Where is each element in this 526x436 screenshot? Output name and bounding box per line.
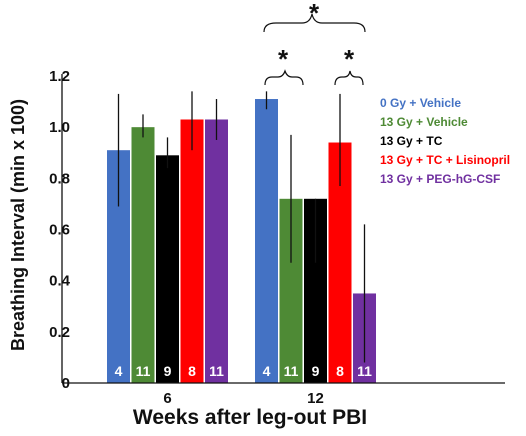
n-label: 4 [115, 363, 123, 379]
x-tick-label: 6 [163, 390, 171, 407]
bar [255, 99, 278, 384]
legend-entry: 13 Gy + TC + Lisinopril [380, 153, 510, 167]
n-label: 11 [357, 363, 372, 379]
y-axis-label: Breathing Interval (min x 100) [8, 99, 28, 351]
y-tick-label: 0.2 [49, 324, 70, 341]
x-tick-label: 12 [307, 390, 324, 407]
bar [107, 150, 130, 383]
legend: 0 Gy + Vehicle 13 Gy + Vehicle 13 Gy + TC 1… [380, 96, 510, 186]
y-tick-label: 0.6 [49, 222, 70, 239]
significance-star: * [309, 0, 320, 28]
legend-entry: 13 Gy + PEG-hG-CSF [380, 172, 500, 186]
legend-entry: 0 Gy + Vehicle [380, 96, 461, 110]
bar [131, 127, 155, 384]
y-tick-label: 0.8 [49, 170, 70, 187]
bar [304, 198, 327, 383]
bar [205, 119, 228, 383]
significance-bracket [334, 70, 364, 86]
n-label: 11 [209, 363, 224, 379]
y-tick-label: 1.2 [49, 68, 70, 85]
n-label: 4 [263, 363, 271, 379]
legend-entry: 13 Gy + TC [380, 134, 443, 148]
bar [156, 155, 179, 383]
n-label: 9 [312, 363, 320, 379]
bar [328, 142, 352, 383]
significance-star: * [344, 44, 355, 74]
significance-annotations: * * * [263, 0, 366, 86]
significance-star: * [278, 44, 289, 74]
bar [180, 119, 204, 383]
y-tick-label: 0.4 [49, 273, 71, 290]
n-label: 8 [336, 363, 344, 379]
legend-entry: 13 Gy + Vehicle [380, 115, 468, 129]
n-label: 9 [164, 363, 172, 379]
significance-bracket [264, 69, 304, 86]
y-tick-label: 1.0 [49, 119, 70, 136]
x-axis-label: Weeks after leg-out PBI [133, 406, 367, 429]
bar [279, 198, 303, 383]
n-label: 11 [284, 363, 299, 379]
n-label: 8 [188, 363, 196, 379]
significance-bracket [263, 13, 366, 33]
n-label: 11 [136, 363, 151, 379]
